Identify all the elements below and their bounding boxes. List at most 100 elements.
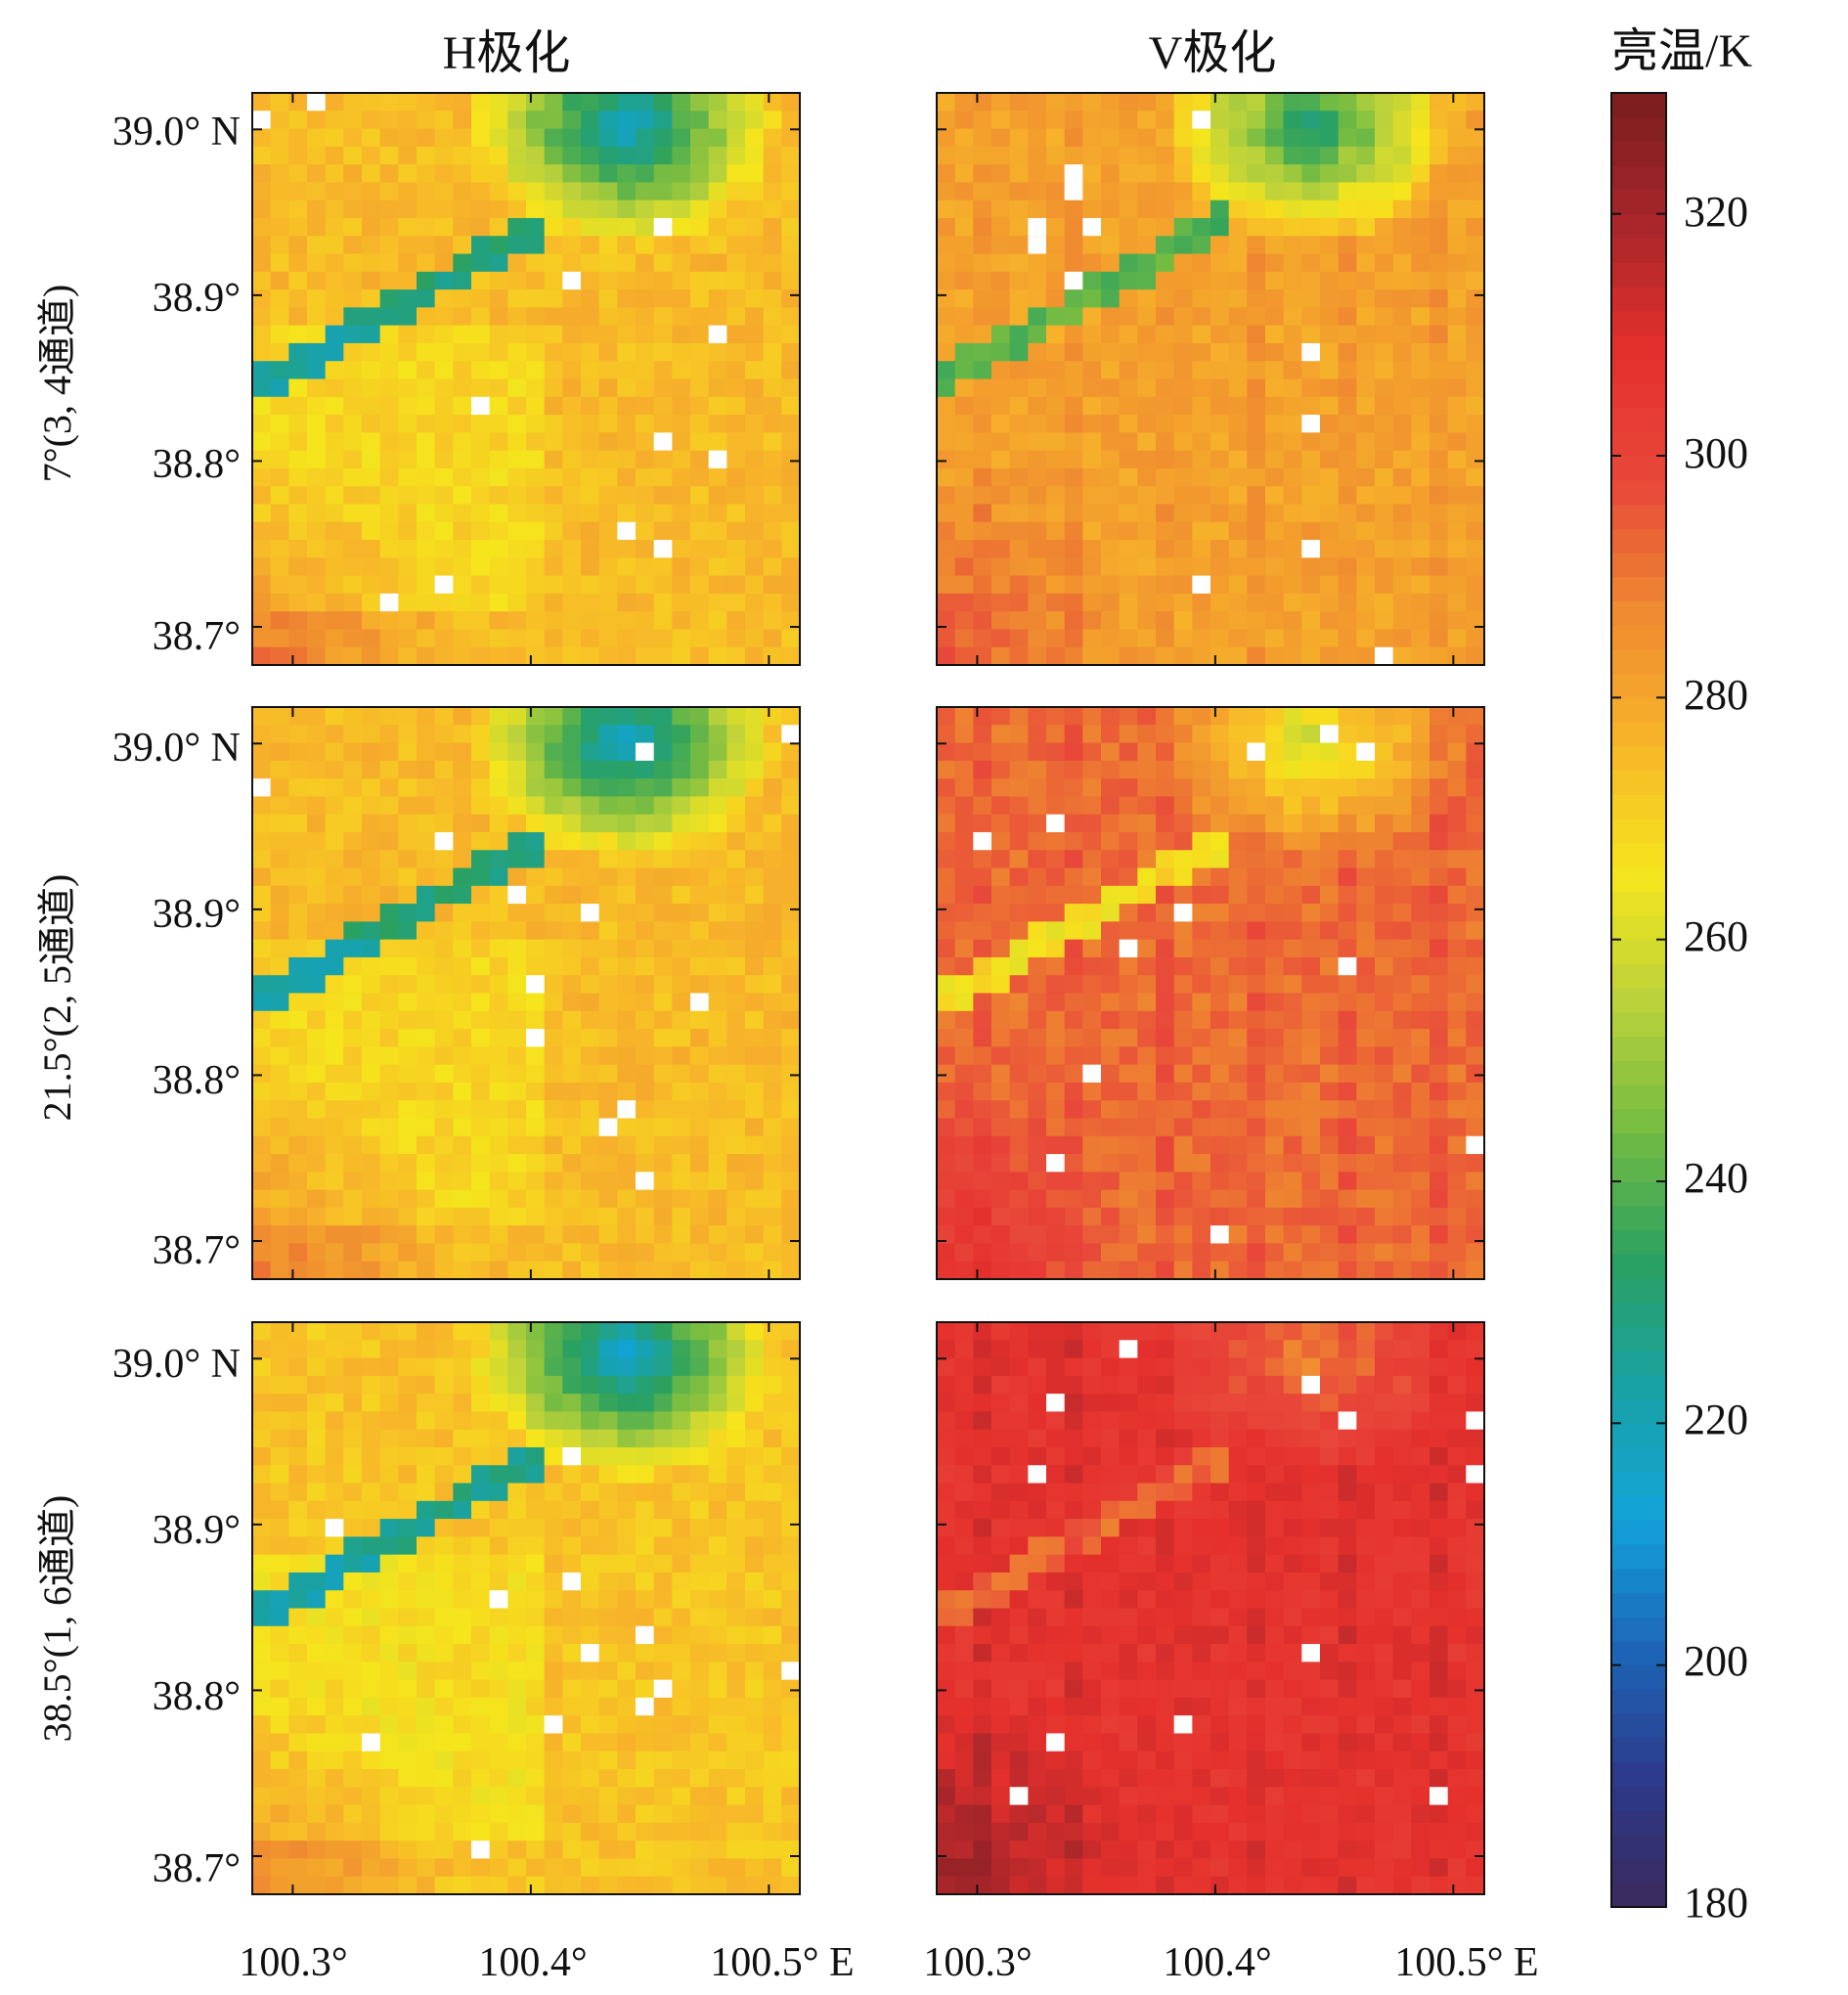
heatmap-cell: [507, 1822, 527, 1841]
heatmap-cell: [973, 415, 992, 433]
heatmap-cell: [617, 904, 637, 922]
heatmap-cell: [1320, 432, 1340, 452]
heatmap-cell: [343, 396, 363, 416]
heatmap-cell: [1265, 921, 1285, 941]
heatmap-cell: [672, 1840, 691, 1860]
heatmap-cell: [781, 1483, 801, 1502]
heatmap-cell: [417, 415, 436, 433]
heatmap-cell: [471, 325, 491, 344]
panel-frame: [936, 92, 1485, 666]
heatmap-cell: [1119, 814, 1138, 833]
heatmap-cell: [598, 1411, 618, 1431]
heatmap-cell: [581, 378, 600, 398]
heatmap-cell: [937, 540, 956, 558]
missing-data-cell: [1082, 1064, 1101, 1083]
heatmap-cell: [1228, 1100, 1248, 1120]
heatmap-cell: [1392, 778, 1412, 798]
heatmap-cell: [672, 646, 691, 666]
heatmap-cell: [471, 415, 491, 433]
heatmap-cell: [1375, 307, 1394, 327]
heatmap-cell: [653, 1483, 673, 1502]
heatmap-cell: [507, 646, 527, 666]
heatmap-cell: [471, 1375, 491, 1395]
heatmap-cell: [398, 1135, 418, 1155]
heatmap-cell: [1119, 128, 1138, 148]
heatmap-cell: [653, 325, 673, 344]
heatmap-cell: [489, 850, 508, 869]
heatmap-cell: [434, 182, 454, 201]
heatmap-cell: [252, 1394, 272, 1413]
heatmap-cell: [307, 415, 327, 433]
heatmap-cell: [708, 646, 727, 666]
heatmap-cell: [362, 128, 381, 148]
missing-data-cell: [562, 1572, 581, 1591]
heatmap-cell: [270, 575, 289, 595]
heatmap-cell: [1046, 742, 1066, 762]
heatmap-cell: [708, 128, 727, 148]
heatmap-cell: [252, 236, 272, 255]
heatmap-cell: [991, 200, 1011, 219]
heatmap-cell: [544, 778, 563, 798]
heatmap-cell: [1156, 1118, 1175, 1137]
heatmap-cell: [325, 1375, 344, 1395]
heatmap-cell: [991, 707, 1011, 726]
heatmap-cell: [690, 850, 710, 869]
heatmap-cell: [1447, 867, 1467, 887]
heatmap-cell: [325, 93, 344, 111]
heatmap-cell: [1301, 885, 1321, 905]
heatmap-cell: [726, 885, 746, 905]
heatmap-cell: [690, 1840, 710, 1860]
heatmap-cell: [379, 378, 399, 398]
heatmap-cell: [1228, 128, 1248, 148]
missing-data-cell: [1046, 814, 1065, 832]
heatmap-cell: [708, 1446, 727, 1466]
heatmap-cell: [1009, 146, 1029, 165]
heatmap-cell: [1064, 885, 1083, 905]
heatmap-cell: [1301, 450, 1321, 469]
heatmap-cell: [544, 742, 563, 762]
heatmap-cell: [252, 182, 272, 201]
heatmap-cell: [362, 939, 381, 958]
heatmap-cell: [307, 1261, 327, 1280]
heatmap-cell: [1247, 93, 1266, 111]
heatmap-cell: [288, 396, 308, 416]
heatmap-cell: [672, 1625, 691, 1645]
heatmap-cell: [362, 557, 381, 577]
heatmap-cell: [434, 1411, 454, 1431]
heatmap-cell: [471, 1154, 491, 1173]
heatmap-cell: [1082, 432, 1102, 452]
heatmap-cell: [1265, 1261, 1285, 1280]
heatmap-cell: [1356, 1100, 1376, 1120]
heatmap-cell: [1411, 378, 1430, 398]
heatmap-cell: [526, 217, 546, 237]
heatmap-cell: [362, 1465, 381, 1485]
heatmap-cell: [991, 1243, 1011, 1263]
heatmap-cell: [763, 611, 782, 631]
heatmap-cell: [690, 1858, 710, 1878]
heatmap-cell: [252, 629, 272, 648]
missing-data-cell: [708, 325, 727, 343]
heatmap-cell: [1064, 200, 1083, 219]
heatmap-cell: [973, 885, 992, 905]
heatmap-cell: [1082, 200, 1102, 219]
heatmap-cell: [325, 540, 344, 558]
heatmap-cell: [781, 1876, 801, 1895]
heatmap-cell: [598, 1135, 618, 1155]
heatmap-cell: [1119, 831, 1138, 851]
heatmap-cell: [1265, 182, 1285, 201]
heatmap-cell: [1228, 325, 1248, 344]
heatmap-cell: [1192, 956, 1211, 976]
heatmap-cell: [1265, 629, 1285, 648]
heatmap-cell: [690, 1340, 710, 1359]
heatmap-cell: [1375, 956, 1394, 976]
heatmap-cell: [417, 707, 436, 726]
heatmap-cell: [1356, 1082, 1376, 1101]
heatmap-cell: [544, 540, 563, 558]
heatmap-cell: [562, 540, 582, 558]
heatmap-cell: [1192, 1046, 1211, 1066]
heatmap-cell: [379, 939, 399, 958]
heatmap-cell: [1301, 796, 1321, 816]
heatmap-cell: [453, 1733, 472, 1752]
heatmap-cell: [1447, 850, 1467, 869]
heatmap-cell: [1046, 540, 1066, 558]
